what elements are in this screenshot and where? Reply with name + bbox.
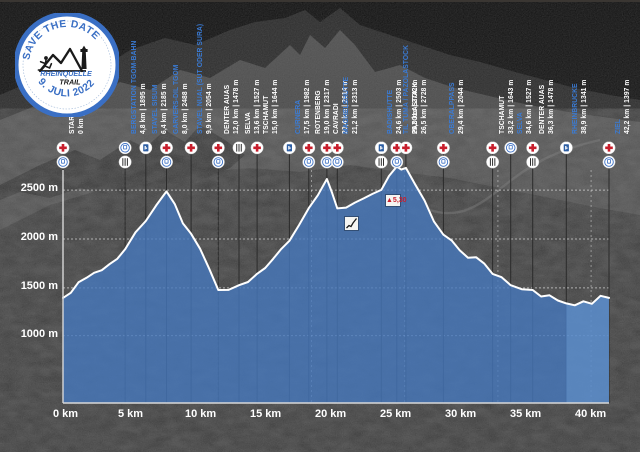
svg-text:TRAIL: TRAIL — [59, 78, 80, 87]
